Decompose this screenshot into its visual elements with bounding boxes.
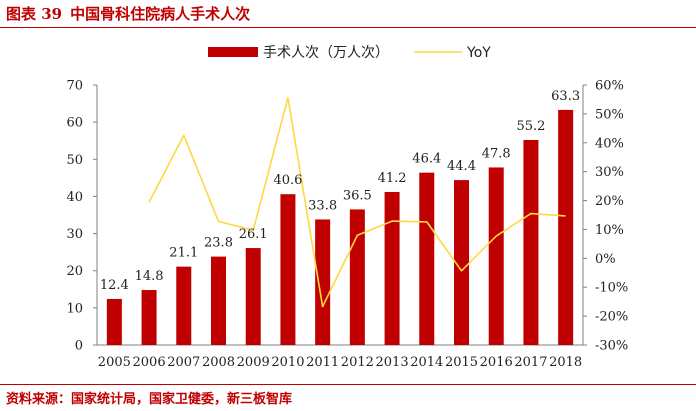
data-labels: 12.4 14.8 21.1 23.8 26.1 40.6 33.8 36.5 41.2 46.4… [100, 89, 580, 293]
x-tick-label: 2018 [549, 355, 582, 370]
bar [454, 180, 469, 345]
x-tick-label: 2016 [480, 355, 513, 370]
bar [349, 209, 365, 345]
right-tick-label: 30% [595, 165, 624, 180]
left-tick-label: 20 [66, 264, 83, 279]
bar-value-label: 40.6 [273, 173, 302, 188]
legend-label-bar: 手术人次（万人次） [263, 45, 389, 61]
left-tick-label: 10 [66, 301, 83, 316]
figure-title-text: 中国骨科住院病人手术人次 [70, 5, 251, 23]
bar [245, 248, 261, 345]
bar-value-label: 55.2 [516, 119, 545, 134]
bar-value-label: 63.3 [551, 89, 580, 104]
legend-label-line: YoY [466, 45, 491, 61]
bar [384, 191, 400, 345]
right-tick-label: 20% [595, 194, 624, 209]
bar-value-label: 12.4 [100, 278, 129, 293]
legend-swatch-bar [208, 47, 258, 57]
bar-series [106, 109, 574, 345]
bar [558, 109, 574, 345]
x-tick-label: 2008 [202, 355, 235, 370]
bar-value-label: 33.8 [308, 198, 337, 213]
x-tick-label: 2009 [237, 355, 270, 370]
bar-value-label: 44.4 [447, 159, 476, 174]
bar-line-chart: 手术人次（万人次） YoY 0 10 20 30 40 50 60 70 -30% -20% -10%… [66, 45, 628, 371]
bar-value-label: 46.4 [412, 152, 441, 167]
bar [176, 266, 192, 345]
figure-title: 图表 39 中国骨科住院病人手术人次 [6, 3, 258, 24]
x-tick-label: 2014 [410, 355, 443, 370]
right-tick-label: 60% [595, 79, 624, 94]
bar [523, 139, 539, 345]
right-tick-label: 0% [595, 252, 616, 267]
bar [106, 298, 122, 345]
yoy-line-series [148, 96, 566, 308]
bar [488, 167, 504, 345]
left-tick-label: 50 [66, 153, 83, 168]
figure-label: 图表 39 [6, 5, 63, 23]
right-tick-label: -20% [595, 310, 628, 325]
bar-value-label: 41.2 [378, 171, 407, 186]
x-tick-label: 2010 [271, 355, 304, 370]
x-tick-label: 2011 [306, 355, 339, 370]
yoy-line [148, 96, 566, 308]
bar-value-label: 36.5 [343, 188, 372, 203]
bar [280, 194, 296, 345]
bar [141, 290, 157, 345]
bar [419, 172, 435, 345]
right-tick-label: -30% [595, 339, 628, 354]
x-tick-label: 2005 [98, 355, 131, 370]
source-divider [0, 384, 696, 385]
left-tick-label: 30 [66, 227, 83, 242]
bar-value-label: 21.1 [169, 246, 198, 261]
bar [211, 256, 226, 345]
x-tick-label: 2012 [341, 355, 374, 370]
x-tick-label: 2017 [514, 355, 547, 370]
left-tick-label: 0 [75, 339, 83, 354]
x-tick-label: 2006 [133, 355, 166, 370]
left-tick-label: 40 [66, 190, 83, 205]
x-tick-label: 2013 [376, 355, 409, 370]
axes: 0 10 20 30 40 50 60 70 -30% -20% -10% 0% 10% 20% 30% 40… [66, 79, 628, 371]
bar [315, 219, 331, 345]
bar-value-label: 14.8 [135, 269, 164, 284]
legend: 手术人次（万人次） YoY [208, 45, 491, 61]
right-tick-label: -10% [595, 281, 628, 296]
bar-value-label: 23.8 [204, 236, 233, 251]
title-divider [0, 27, 696, 28]
right-tick-label: 50% [595, 107, 624, 122]
right-tick-label: 10% [595, 223, 624, 238]
bar-value-label: 26.1 [239, 227, 268, 242]
x-tick-label: 2007 [167, 355, 200, 370]
source-note: 资料来源：国家统计局，国家卫健委，新三板智库 [6, 392, 293, 407]
left-tick-label: 70 [66, 79, 83, 94]
left-tick-label: 60 [66, 116, 83, 131]
bar-value-label: 47.8 [482, 146, 511, 161]
right-tick-label: 40% [595, 136, 624, 151]
x-tick-label: 2015 [445, 355, 478, 370]
